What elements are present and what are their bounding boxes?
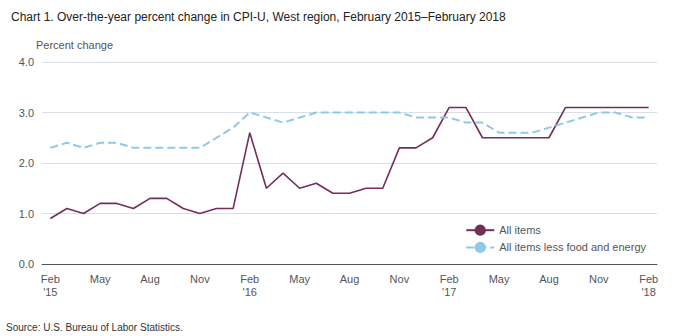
svg-text:Nov: Nov — [190, 273, 210, 285]
svg-text:May: May — [289, 273, 310, 285]
svg-text:'16: '16 — [243, 286, 257, 298]
svg-text:'15: '15 — [43, 286, 57, 298]
svg-text:Feb: Feb — [440, 273, 459, 285]
svg-text:0.0: 0.0 — [19, 258, 34, 270]
svg-text:Nov: Nov — [390, 273, 410, 285]
svg-text:Source: U.S. Bureau of Labor S: Source: U.S. Bureau of Labor Statistics. — [6, 322, 183, 333]
svg-text:Nov: Nov — [589, 273, 609, 285]
svg-text:2.0: 2.0 — [19, 157, 34, 169]
svg-text:May: May — [90, 273, 111, 285]
svg-text:Aug: Aug — [539, 273, 559, 285]
svg-text:3.0: 3.0 — [19, 107, 34, 119]
svg-text:All items less food and energy: All items less food and energy — [499, 241, 646, 253]
svg-text:'18: '18 — [642, 286, 656, 298]
svg-text:All items: All items — [499, 224, 541, 236]
svg-text:Percent change: Percent change — [36, 39, 113, 51]
svg-text:May: May — [489, 273, 510, 285]
svg-text:Chart 1. Over-the-year percent: Chart 1. Over-the-year percent change in… — [11, 10, 506, 24]
svg-text:4.0: 4.0 — [19, 56, 34, 68]
svg-text:'17: '17 — [442, 286, 456, 298]
svg-text:Aug: Aug — [340, 273, 360, 285]
svg-text:Feb: Feb — [41, 273, 60, 285]
svg-text:Feb: Feb — [639, 273, 658, 285]
svg-text:Aug: Aug — [140, 273, 160, 285]
svg-text:1.0: 1.0 — [19, 208, 34, 220]
svg-text:Feb: Feb — [240, 273, 259, 285]
